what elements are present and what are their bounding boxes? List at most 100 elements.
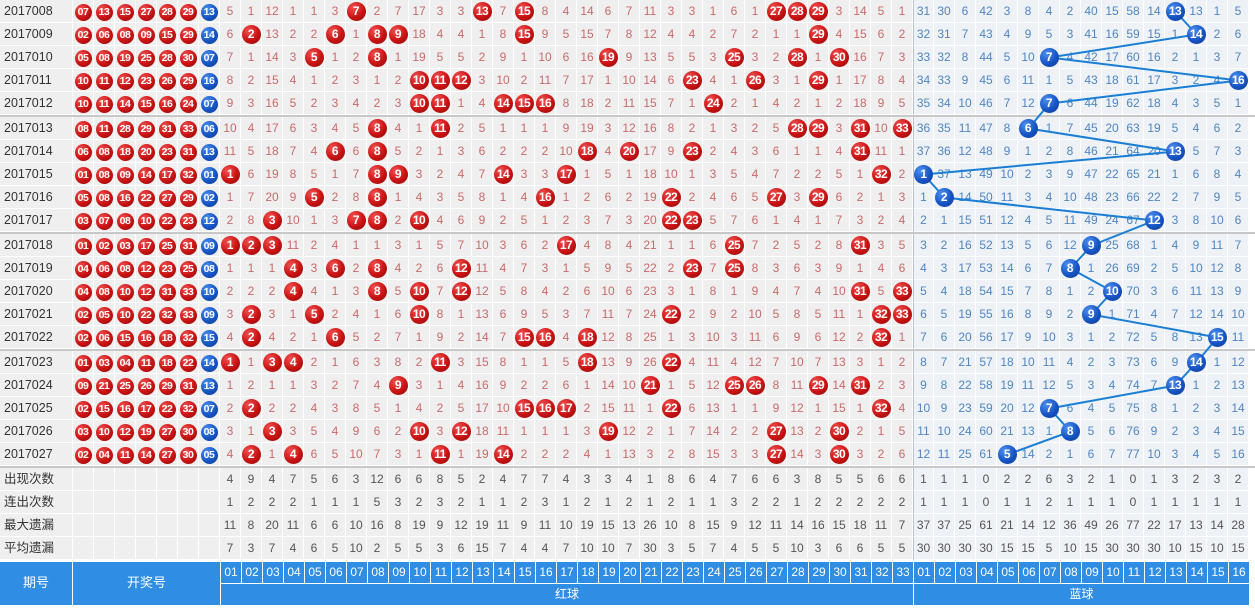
empty-cell — [94, 491, 115, 514]
blue-column-number: 08 — [1061, 562, 1082, 584]
red-ball: 14 — [116, 96, 134, 113]
red-omission-cell: 4 — [577, 234, 598, 257]
red-omission-cell: 1 — [850, 397, 871, 420]
draw-cell: 12 — [199, 209, 220, 232]
red-hit-ball: 3 — [262, 353, 282, 372]
red-omission-cell: 16 — [262, 92, 283, 115]
blue-stat-cell: 6 — [1039, 468, 1060, 491]
draw-cell: 32 — [178, 326, 199, 349]
red-omission-cell: 24 — [640, 303, 661, 326]
blue-omission-cell: 5 — [1039, 209, 1060, 232]
draw-cell: 10 — [199, 280, 220, 303]
red-omission-cell: 1 — [325, 163, 346, 186]
red-hit-ball: 28 — [787, 119, 807, 138]
blue-ball: 07 — [200, 401, 218, 418]
red-hit-ball: 14 — [493, 165, 513, 184]
blue-omission-cell: 6 — [1144, 351, 1165, 374]
empty-cell — [115, 468, 136, 491]
red-hit-ball: 8 — [367, 48, 387, 67]
red-stat-cell: 5 — [367, 491, 388, 514]
blue-omission-cell: 1 — [1102, 303, 1123, 326]
red-omission-cell: 6 — [304, 443, 325, 466]
red-omission-cell: 8 — [661, 117, 682, 140]
draw-cell: 16 — [199, 69, 220, 92]
red-omission-cell: 9 — [430, 326, 451, 349]
blue-omission-cell: 16 — [1228, 69, 1249, 92]
red-omission-cell: 11 — [598, 303, 619, 326]
red-column-number: 23 — [683, 562, 704, 584]
red-omission-cell: 1 — [892, 326, 913, 349]
red-omission-cell: 15 — [640, 92, 661, 115]
red-omission-cell: 3 — [724, 117, 745, 140]
blue-omission-cell: 5 — [1186, 140, 1207, 163]
blue-omission-cell: 20 — [997, 397, 1018, 420]
red-omission-cell: 3 — [850, 209, 871, 232]
blue-omission-cell: 43 — [1081, 69, 1102, 92]
red-omission-cell: 32 — [871, 303, 892, 326]
red-omission-cell: 1 — [850, 163, 871, 186]
red-omission-cell: 29 — [808, 117, 829, 140]
blue-omission-cell: 10 — [913, 397, 934, 420]
empty-cell — [73, 514, 94, 537]
red-omission-cell: 2 — [304, 234, 325, 257]
red-omission-cell: 6 — [451, 209, 472, 232]
red-omission-cell: 5 — [556, 351, 577, 374]
draw-cell: 08 — [115, 257, 136, 280]
red-omission-cell: 9 — [283, 186, 304, 209]
red-hit-ball: 16 — [535, 94, 555, 113]
period-cell: 2017016 — [0, 186, 73, 209]
red-omission-cell: 4 — [682, 351, 703, 374]
red-stat-cell: 6 — [388, 468, 409, 491]
red-column-number: 06 — [326, 562, 347, 584]
red-stat-cell: 2 — [661, 491, 682, 514]
blue-omission-cell: 15 — [1207, 326, 1228, 349]
blue-omission-cell: 3 — [997, 0, 1018, 23]
blue-stat-cell: 15 — [1081, 537, 1102, 560]
draw-cell: 13 — [199, 374, 220, 397]
red-omission-cell: 13 — [262, 23, 283, 46]
red-omission-cell: 4 — [766, 280, 787, 303]
red-ball: 25 — [116, 378, 134, 395]
blue-omission-cell: 3 — [1102, 351, 1123, 374]
red-stat-cell: 3 — [661, 537, 682, 560]
red-stat-cell: 1 — [682, 491, 703, 514]
red-column-number: 25 — [725, 562, 746, 584]
red-stat-cell: 11 — [493, 514, 514, 537]
red-stat-cell: 15 — [472, 537, 493, 560]
blue-omission-cell: 41 — [1081, 23, 1102, 46]
red-omission-cell: 7 — [493, 326, 514, 349]
red-omission-cell: 11 — [535, 69, 556, 92]
draw-cell: 08 — [199, 257, 220, 280]
red-omission-cell: 10 — [472, 234, 493, 257]
empty-cell — [136, 514, 157, 537]
red-hit-ball: 12 — [451, 71, 471, 90]
blue-stat-cell: 1 — [913, 468, 934, 491]
red-stat-cell: 12 — [451, 514, 472, 537]
red-stat-cell: 12 — [367, 468, 388, 491]
red-omission-cell: 2 — [535, 234, 556, 257]
blue-omission-cell: 76 — [1123, 420, 1144, 443]
red-omission-cell: 4 — [556, 326, 577, 349]
blue-hit-ball: 14 — [1186, 25, 1206, 44]
red-omission-cell: 1 — [325, 46, 346, 69]
red-omission-cell: 10 — [283, 209, 304, 232]
red-omission-cell: 11 — [472, 257, 493, 280]
period-cell: 2017023 — [0, 351, 73, 374]
red-omission-cell: 10 — [598, 280, 619, 303]
red-ball: 22 — [179, 355, 197, 372]
red-omission-cell: 14 — [577, 0, 598, 23]
red-omission-cell: 1 — [703, 0, 724, 23]
blue-omission-cell: 18 — [997, 351, 1018, 374]
red-ball: 22 — [137, 190, 155, 207]
red-ball: 03 — [116, 238, 134, 255]
red-omission-cell: 3 — [619, 209, 640, 232]
red-omission-cell: 4 — [724, 351, 745, 374]
red-omission-cell: 5 — [451, 397, 472, 420]
blue-omission-cell: 4 — [934, 280, 955, 303]
red-omission-cell: 3 — [745, 140, 766, 163]
red-hit-ball: 27 — [766, 422, 786, 441]
red-omission-cell: 4 — [283, 69, 304, 92]
red-stat-cell: 20 — [262, 514, 283, 537]
red-ball: 15 — [137, 96, 155, 113]
blue-ball: 09 — [200, 238, 218, 255]
